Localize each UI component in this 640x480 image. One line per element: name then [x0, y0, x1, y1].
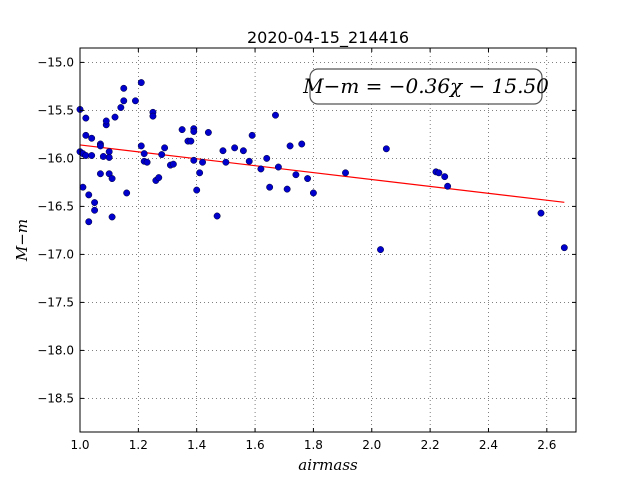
data-point: [196, 169, 204, 177]
y-tick-label: −16.5: [37, 199, 74, 213]
data-point: [441, 173, 449, 181]
data-point: [82, 131, 90, 139]
data-point: [99, 153, 107, 160]
y-axis-label: M−m: [13, 219, 31, 262]
data-point: [178, 126, 186, 134]
x-tick-labels: 1.0 1.2 1.4 1.6 1.8 2.0 2.2 2.4 2.6: [70, 438, 556, 452]
chart-title: 2020-04-15_214416: [247, 28, 409, 48]
y-tick-label: −18.0: [37, 343, 74, 357]
annotation-text: M−m = −0.36χ − 15.50: [302, 74, 549, 98]
data-point: [120, 97, 128, 105]
data-point: [248, 131, 256, 139]
data-point: [304, 175, 312, 183]
data-point: [266, 183, 274, 191]
data-point: [82, 152, 90, 159]
x-tick-label: 1.4: [187, 438, 206, 452]
data-point: [158, 151, 166, 159]
data-point: [149, 112, 157, 120]
data-point: [286, 142, 294, 150]
data-point: [274, 163, 282, 171]
data-point: [199, 158, 206, 166]
plot-frame: [79, 47, 577, 433]
data-point: [79, 183, 87, 191]
x-tick-label: 2.2: [421, 438, 440, 452]
data-point: [292, 171, 300, 179]
data-point: [123, 189, 131, 197]
data-point: [117, 104, 125, 111]
fit-annotation: M−m = −0.36χ − 15.50: [302, 68, 549, 105]
data-point: [143, 158, 151, 166]
data-point: [91, 199, 99, 207]
data-point: [187, 137, 195, 145]
data-point: [131, 97, 139, 105]
annotation-box: [309, 68, 543, 105]
y-tick-label: −15.5: [37, 103, 74, 117]
data-point: [96, 142, 104, 150]
x-tick-label: 2.0: [362, 438, 381, 452]
data-point: [537, 209, 545, 217]
x-tick-label: 2.4: [479, 438, 498, 452]
y-tick-labels: −15.0 −15.5 −16.0 −16.5 −17.0 −17.5 −18.0 −18.5: [37, 55, 74, 405]
data-point: [377, 246, 384, 254]
plot-area: [80, 48, 576, 432]
y-tick-label: −17.5: [37, 295, 74, 309]
data-point: [137, 142, 145, 150]
data-point: [190, 156, 198, 164]
grid: [79, 48, 576, 432]
data-point: [155, 174, 163, 182]
data-point: [105, 153, 113, 161]
data-point: [204, 129, 212, 136]
data-point: [444, 182, 452, 190]
data-point: [342, 169, 349, 177]
data-point: [560, 244, 568, 252]
data-point: [120, 84, 128, 92]
data-point: [85, 218, 93, 226]
data-point: [283, 185, 291, 193]
x-tick-label: 1.8: [304, 438, 323, 452]
data-point: [263, 154, 271, 162]
data-points: [76, 79, 568, 254]
y-tick-label: −16.0: [37, 151, 74, 165]
data-point: [140, 150, 148, 158]
data-point: [85, 191, 93, 199]
data-point: [222, 158, 230, 166]
data-point: [257, 165, 265, 173]
data-point: [137, 79, 145, 87]
data-point: [239, 147, 247, 155]
x-tick-label: 1.2: [129, 438, 148, 452]
y-tick-label: −18.5: [37, 391, 74, 405]
data-point: [298, 140, 306, 148]
data-point: [272, 111, 279, 119]
data-point: [161, 144, 169, 152]
data-point: [102, 117, 110, 125]
y-tick-label: −17.0: [37, 247, 74, 261]
data-point: [245, 157, 253, 165]
x-tick-label: 1.6: [246, 438, 265, 452]
data-point: [435, 169, 443, 177]
data-point: [219, 147, 227, 155]
data-point: [105, 148, 113, 156]
data-point: [193, 186, 201, 194]
data-point: [108, 213, 116, 221]
axis-ticks: [79, 48, 576, 432]
data-point: [231, 144, 239, 152]
x-axis-label: airmass: [298, 456, 358, 474]
data-point: [108, 175, 116, 183]
data-point: [382, 145, 390, 153]
data-point: [309, 189, 317, 197]
data-point: [111, 113, 119, 121]
x-tick-label: 1.0: [70, 438, 89, 452]
x-tick-label: 2.6: [537, 438, 556, 452]
data-point: [213, 212, 221, 220]
data-point: [88, 152, 96, 159]
data-point: [91, 206, 99, 214]
data-point: [88, 134, 96, 142]
data-point: [169, 160, 177, 168]
data-point: [82, 114, 90, 122]
data-point: [190, 128, 198, 135]
data-point: [96, 170, 104, 178]
y-tick-label: −15.0: [37, 55, 74, 69]
